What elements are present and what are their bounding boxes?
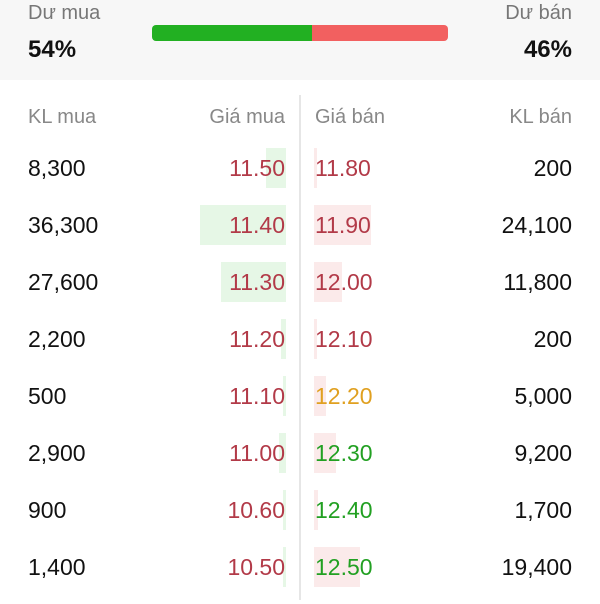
sell-volume-bar xyxy=(314,433,336,473)
buy-price[interactable]: 10.50 xyxy=(227,554,285,580)
sell-volume: 5,000 xyxy=(514,383,572,409)
sell-volume: 24,100 xyxy=(501,212,572,238)
header-buy-volume: KL mua xyxy=(28,106,97,128)
sell-volume-bar xyxy=(314,376,326,416)
sell-price[interactable]: 12.40 xyxy=(315,497,373,523)
sell-volume-bar xyxy=(314,319,317,359)
column-divider xyxy=(299,95,301,600)
sell-ratio-fill xyxy=(311,25,448,41)
buy-volume: 2,200 xyxy=(28,326,86,352)
header-sell-price: Giá bán xyxy=(315,106,386,128)
buy-sell-ratio-bar xyxy=(152,25,448,41)
buy-price[interactable]: 11.40 xyxy=(229,212,285,238)
order-row[interactable]: 500 11.10 12.20 5,000 xyxy=(0,376,600,433)
sell-price[interactable]: 12.10 xyxy=(315,326,373,352)
sell-price[interactable]: 12.20 xyxy=(315,383,373,409)
sell-volume-bar xyxy=(314,205,372,245)
sell-volume: 200 xyxy=(533,155,572,181)
order-row[interactable]: 900 10.60 12.40 1,700 xyxy=(0,490,600,547)
sell-volume-bar xyxy=(314,490,319,530)
buy-volume: 500 xyxy=(28,383,67,409)
buy-volume-bar xyxy=(266,148,286,188)
buy-volume: 8,300 xyxy=(28,155,86,181)
buy-volume-bar xyxy=(200,205,286,245)
order-row[interactable]: 1,400 10.50 12.50 19,400 xyxy=(0,547,600,604)
sell-price[interactable]: 12.30 xyxy=(315,440,373,466)
order-row[interactable]: 2,200 11.20 12.10 200 xyxy=(0,319,600,376)
sell-volume: 19,400 xyxy=(501,554,572,580)
order-row[interactable]: 27,600 11.30 12.00 11,800 xyxy=(0,262,600,319)
sell-volume: 11,800 xyxy=(503,269,572,295)
sell-surplus-percent: 46% xyxy=(523,36,572,63)
buy-price[interactable]: 11.00 xyxy=(229,440,285,466)
header-buy-price: Giá mua xyxy=(209,106,285,128)
buy-volume: 36,300 xyxy=(28,212,99,238)
header-sell-volume: KL bán xyxy=(509,106,572,128)
sell-volume-bar xyxy=(314,148,317,188)
summary-panel: Dư mua Dư bán 54% 46% xyxy=(0,0,600,80)
sell-price[interactable]: 12.00 xyxy=(315,269,373,295)
buy-volume-bar xyxy=(283,490,286,530)
sell-price[interactable]: 11.80 xyxy=(315,155,371,181)
buy-price[interactable]: 11.50 xyxy=(229,155,285,181)
buy-volume: 1,400 xyxy=(28,554,86,580)
buy-volume: 2,900 xyxy=(28,440,86,466)
buy-volume: 900 xyxy=(28,497,67,523)
buy-price[interactable]: 11.30 xyxy=(229,269,285,295)
sell-price[interactable]: 11.90 xyxy=(315,212,371,238)
sell-surplus-label: Dư bán xyxy=(505,2,572,24)
buy-volume-bar xyxy=(283,376,286,416)
order-row[interactable]: 8,300 11.50 11.80 200 xyxy=(0,148,600,205)
buy-volume-bar xyxy=(282,547,286,587)
buy-price[interactable]: 11.20 xyxy=(229,326,285,352)
buy-volume-bar xyxy=(220,262,286,302)
buy-volume-bar xyxy=(280,319,286,359)
sell-volume-bar xyxy=(314,547,360,587)
buy-volume: 27,600 xyxy=(28,269,99,295)
buy-ratio-fill xyxy=(152,25,312,41)
order-row[interactable]: 2,900 11.00 12.30 9,200 xyxy=(0,433,600,490)
sell-price[interactable]: 12.50 xyxy=(315,554,373,580)
buy-price[interactable]: 11.10 xyxy=(229,383,285,409)
order-row[interactable]: 36,300 11.40 11.90 24,100 xyxy=(0,205,600,262)
buy-surplus-label: Dư mua xyxy=(28,2,101,24)
sell-volume: 9,200 xyxy=(514,440,572,466)
sell-volume-bar xyxy=(314,262,342,302)
sell-volume: 200 xyxy=(533,326,572,352)
buy-surplus-percent: 54% xyxy=(28,36,77,63)
sell-volume: 1,700 xyxy=(514,497,572,523)
buy-price[interactable]: 10.60 xyxy=(227,497,285,523)
buy-volume-bar xyxy=(279,433,286,473)
